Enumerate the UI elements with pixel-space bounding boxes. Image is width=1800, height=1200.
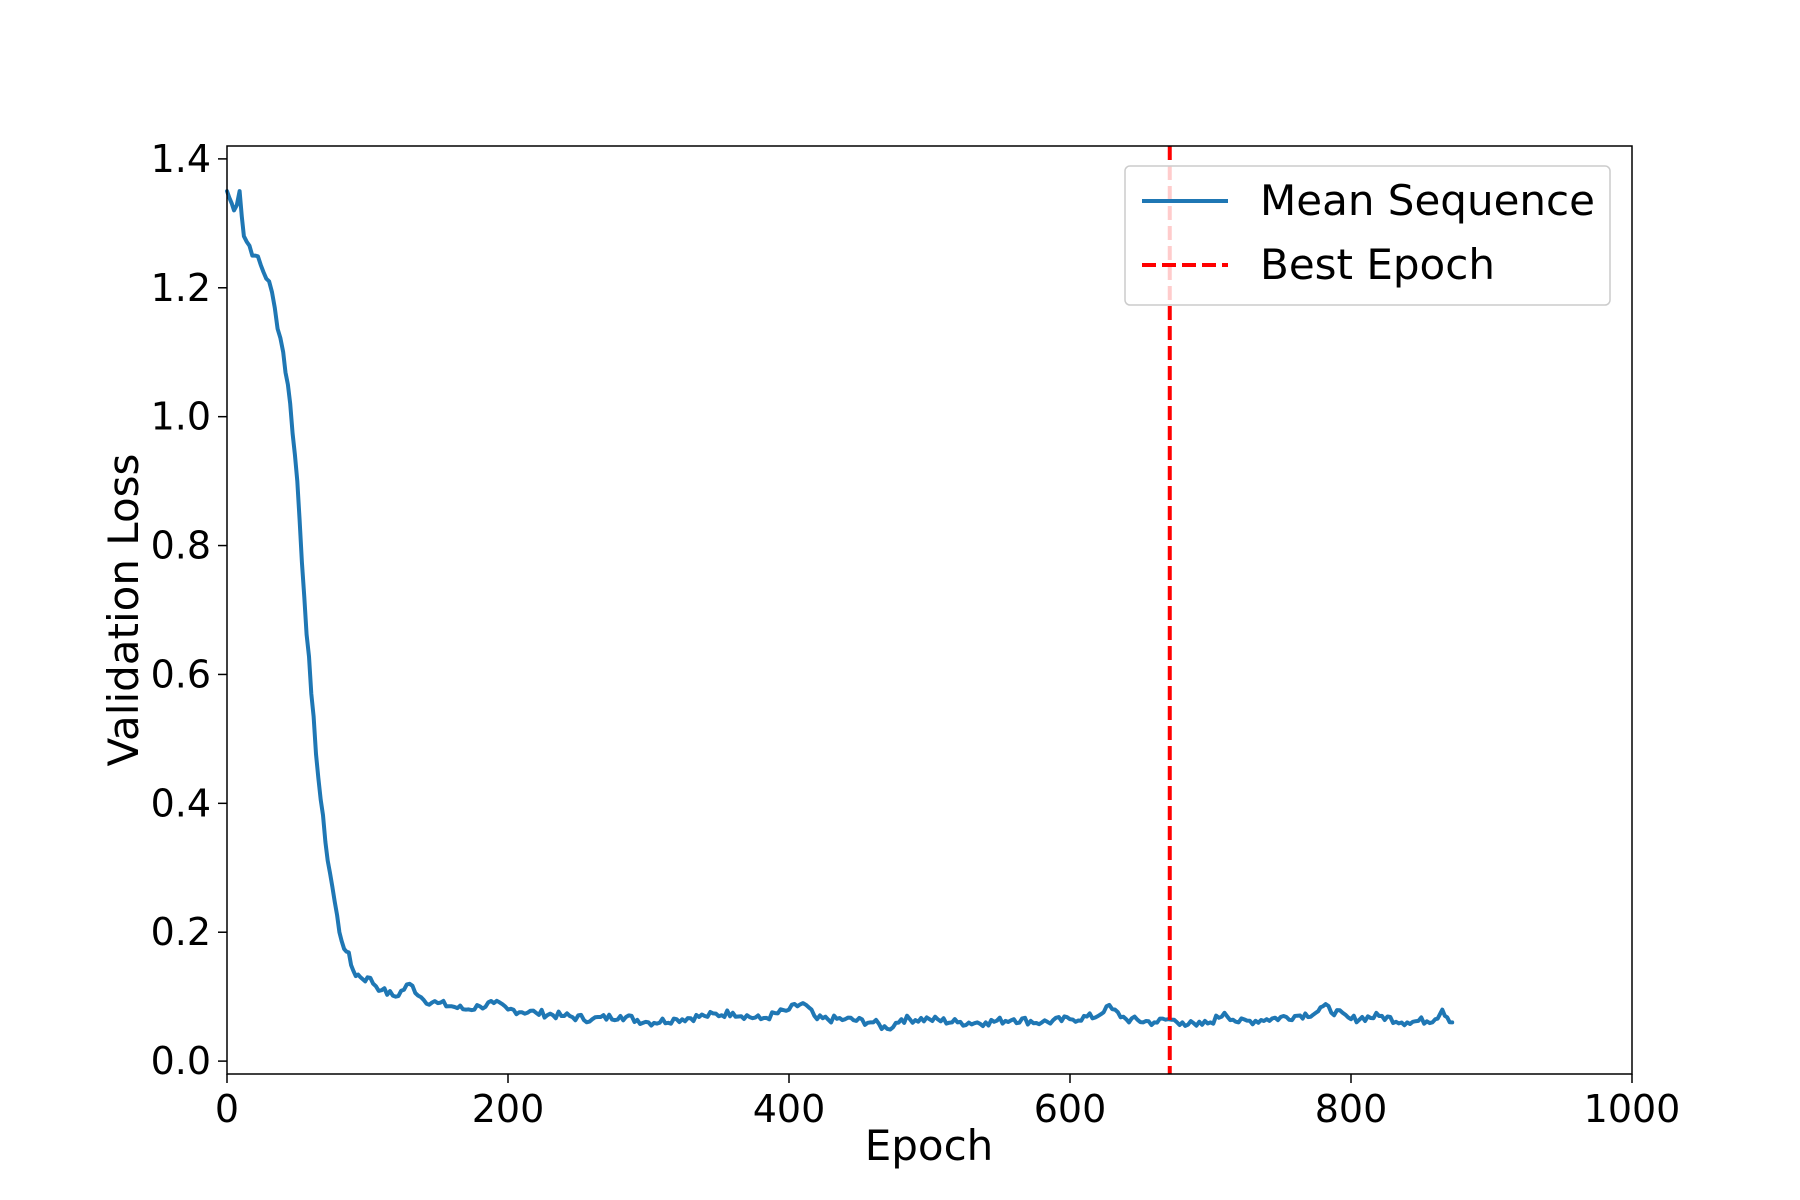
series-layer (225, 189, 1455, 1032)
y-axis-label: Validation Loss (99, 454, 148, 767)
y-tick-label: 0.8 (151, 524, 211, 568)
x-tick-label: 400 (753, 1087, 826, 1131)
y-tick-label: 0.0 (151, 1039, 211, 1083)
x-tick-label: 800 (1315, 1087, 1388, 1131)
y-tick-label: 0.6 (151, 652, 211, 696)
x-tick-label: 1000 (1584, 1087, 1681, 1131)
legend-box (1124, 165, 1611, 306)
y-tick-label: 0.4 (151, 781, 211, 825)
x-tick-label: 200 (472, 1087, 545, 1131)
y-tick-label: 0.2 (151, 910, 211, 954)
y-axis: 0.0 0.2 0.4 0.6 0.8 1.0 1.2 1.4 (151, 137, 227, 1083)
legend: Mean Sequence Best Epoch (1124, 165, 1611, 306)
x-axis: 0 200 400 600 800 1000 (215, 1074, 1680, 1131)
x-axis-label: Epoch (865, 1121, 994, 1170)
legend-label-best-epoch: Best Epoch (1260, 240, 1495, 289)
x-tick-label: 0 (215, 1087, 239, 1131)
y-tick-label: 1.2 (151, 266, 211, 310)
x-tick-label: 600 (1034, 1087, 1107, 1131)
y-tick-label: 1.0 (151, 395, 211, 439)
series-line-mean-sequence (225, 189, 1455, 1032)
plot-frame (226, 145, 1633, 1075)
legend-label-mean-sequence: Mean Sequence (1260, 176, 1595, 225)
y-tick-label: 1.4 (151, 137, 211, 181)
